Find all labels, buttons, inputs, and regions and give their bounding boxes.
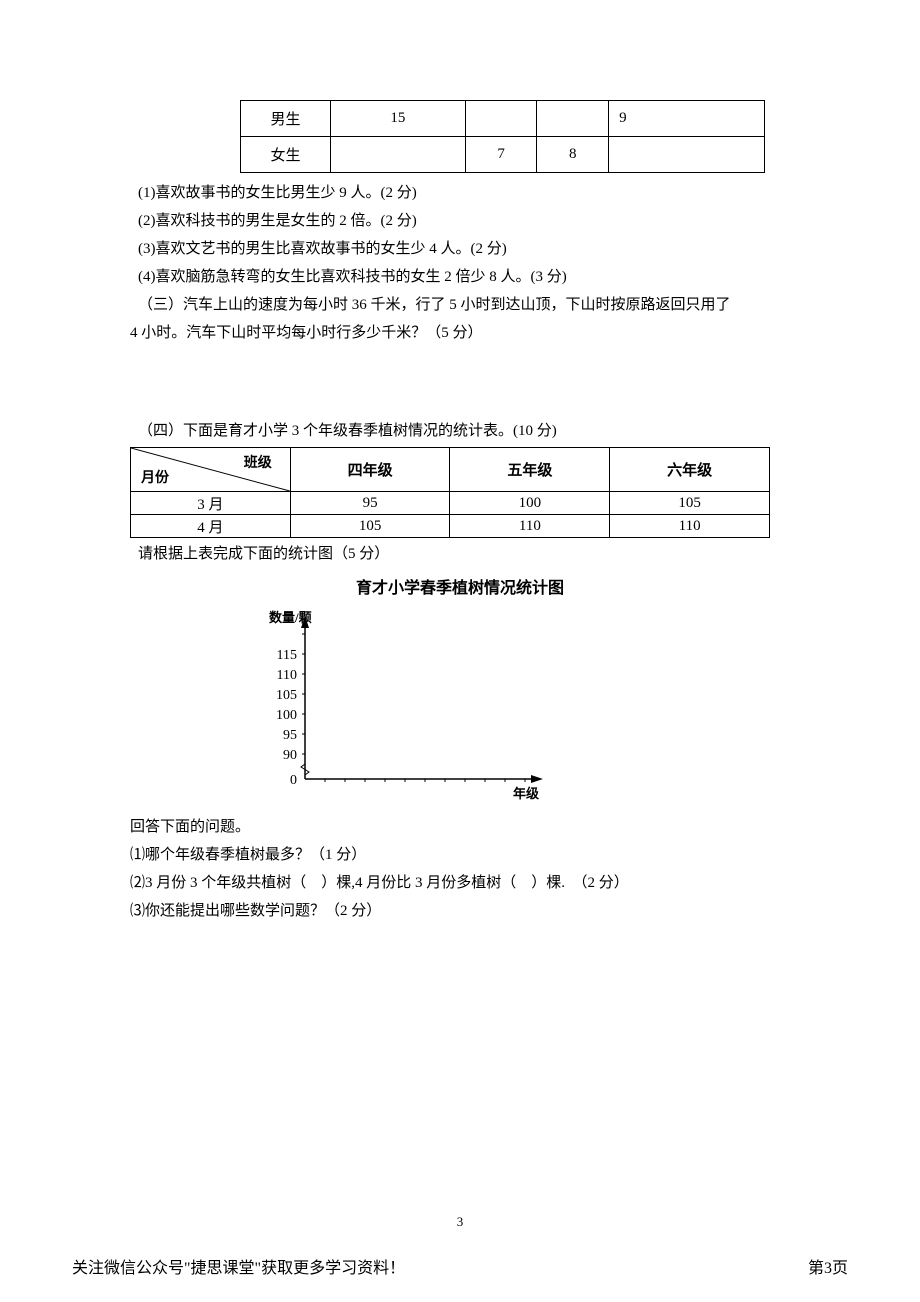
footer: 关注微信公众号"捷思课堂"获取更多学习资料！ 第3页 (72, 1254, 848, 1278)
page-number: 3 (0, 1214, 920, 1230)
header-grade5: 五年级 (450, 448, 610, 492)
cell (609, 137, 765, 173)
footer-right: 第3页 (808, 1254, 848, 1278)
chart-instruction: 请根据上表完成下面的统计图（5 分） (138, 542, 790, 566)
diag-top-label: 班级 (244, 452, 272, 472)
cell: 8 (537, 137, 609, 173)
tree-planting-table: 班级 月份 四年级 五年级 六年级 3 月 95 100 105 4 月 105… (130, 447, 770, 538)
bar-chart: 数量/颗 0 90 95 100 105 110 115 (255, 604, 555, 809)
ytick-95: 95 (283, 728, 297, 743)
cell: 100 (450, 492, 610, 515)
diagonal-header: 班级 月份 (131, 448, 291, 492)
footer-left: 关注微信公众号"捷思课堂"获取更多学习资料！ (72, 1254, 405, 1278)
cell: 9 (609, 101, 765, 137)
student-book-table: 男生 15 9 女生 7 8 (240, 100, 765, 173)
question-4: (4)喜欢脑筋急转弯的女生比喜欢科技书的女生 2 倍少 8 人。(3 分) (138, 265, 790, 289)
row-march-label: 3 月 (131, 492, 291, 515)
cell (331, 137, 466, 173)
diag-bottom-label: 月份 (141, 467, 169, 487)
question-3: (3)喜欢文艺书的男生比喜欢故事书的女生少 4 人。(2 分) (138, 237, 790, 261)
question-2: (2)喜欢科技书的男生是女生的 2 倍。(2 分) (138, 209, 790, 233)
header-grade6: 六年级 (610, 448, 770, 492)
cell: 7 (465, 137, 537, 173)
question-3-line1: （三）汽车上山的速度为每小时 36 千米，行了 5 小时到达山顶，下山时按原路返… (138, 293, 790, 317)
ytick-110: 110 (277, 668, 297, 683)
cell: 105 (610, 492, 770, 515)
ytick-115: 115 (277, 648, 297, 663)
ytick-0: 0 (290, 773, 297, 788)
questions-intro: 回答下面的问题。 (130, 815, 790, 839)
cell: 95 (290, 492, 450, 515)
cell: 110 (450, 515, 610, 538)
cell (465, 101, 537, 137)
cell: 110 (610, 515, 770, 538)
chart-svg: 数量/颗 0 90 95 100 105 110 115 (255, 604, 555, 804)
section-4-intro: （四）下面是育才小学 3 个年级春季植树情况的统计表。(10 分) (138, 419, 790, 443)
ytick-90: 90 (283, 748, 297, 763)
header-grade4: 四年级 (290, 448, 450, 492)
sub-question-3: ⑶你还能提出哪些数学问题？（2 分） (130, 899, 790, 923)
ytick-100: 100 (276, 708, 297, 723)
chart-title: 育才小学春季植树情况统计图 (130, 574, 790, 598)
row-girls-label: 女生 (241, 137, 331, 173)
sub-question-1: ⑴哪个年级春季植树最多？（1 分） (130, 843, 790, 867)
cell: 15 (331, 101, 466, 137)
chart-xlabel: 年级 (513, 786, 540, 801)
ytick-105: 105 (276, 688, 297, 703)
row-boys-label: 男生 (241, 101, 331, 137)
cell (537, 101, 609, 137)
question-3-line2: 4 小时。汽车下山时平均每小时行多少千米？（5 分） (130, 321, 790, 345)
cell: 105 (290, 515, 450, 538)
sub-question-2: ⑵3 月份 3 个年级共植树（ ）棵,4 月份比 3 月份多植树（ ）棵. （2… (130, 871, 790, 895)
question-1: (1)喜欢故事书的女生比男生少 9 人。(2 分) (138, 181, 790, 205)
row-april-label: 4 月 (131, 515, 291, 538)
